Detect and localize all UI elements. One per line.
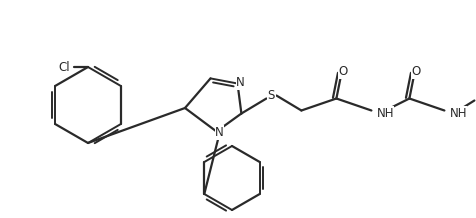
Text: S: S — [267, 89, 275, 102]
Text: Cl: Cl — [58, 61, 69, 73]
Text: O: O — [411, 65, 420, 78]
Text: O: O — [338, 65, 347, 78]
Text: NH: NH — [376, 107, 393, 120]
Text: NH: NH — [448, 107, 466, 120]
Text: N: N — [236, 76, 244, 89]
Text: N: N — [215, 126, 223, 139]
